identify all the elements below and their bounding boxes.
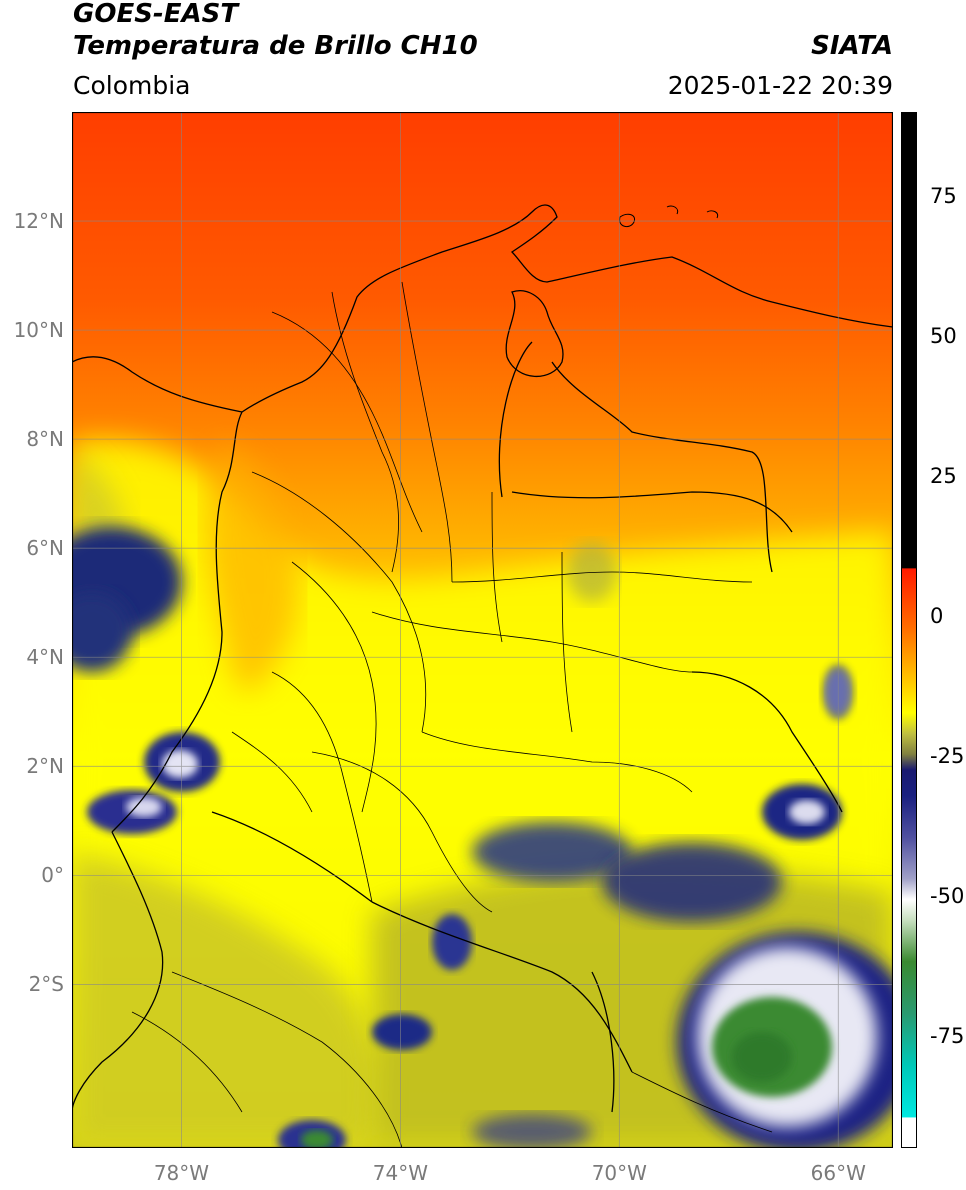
island-curacao [619,213,636,228]
cloud-tumaco-core [162,750,198,778]
lon-tick-label: 70°W [591,1161,647,1185]
cloud-pacific-west-2 [72,592,132,672]
dept-border-9 [491,491,503,643]
colombia-venezuela-border [498,341,773,573]
caribbean-coast [241,204,893,413]
cloud-amazon-band [602,842,782,922]
ecuador-internal [131,1011,243,1113]
dept-border-3 [401,281,453,583]
satellite-title: GOES-EAST [73,0,239,29]
lon-tick-label: 78°W [153,1161,210,1185]
lon-tick-label: 74°W [372,1161,428,1185]
cloud-brazil-green-core [732,1032,792,1082]
lat-tick-label: 10°N [13,318,64,343]
dept-border-5 [291,561,377,813]
colorbar-fill [901,112,917,1148]
brazil-venezuela-border [691,671,843,813]
colombia-brazil-border [511,491,793,533]
colombia-peru-border [371,901,633,1073]
central-america-coast [72,356,243,413]
region-label: Colombia [73,71,191,100]
colorbar-tick-label: 75 [930,184,957,208]
product-title: Temperatura de Brillo CH10 [73,31,478,61]
colorbar-tick-label: -25 [930,744,965,768]
lat-tick-label: 2°N [26,754,64,779]
colorbar-frame [901,112,917,1148]
lat-tick-label: 0° [41,863,64,888]
dept-border-11 [271,671,373,903]
lat-tick-label: 8°N [26,427,64,452]
cloud-south-spot-4 [301,1130,333,1148]
lon-tick-label: 66°W [810,1161,866,1185]
island-aruba [666,205,679,215]
dept-border-2 [331,291,399,573]
colorbar-tick-label: 50 [930,324,957,348]
lat-tick-label: 4°N [26,645,64,670]
cloud-ecuador-core [126,797,162,817]
dept-border-12 [311,751,493,913]
dept-border-6 [371,611,693,673]
peru-brazil-border [591,971,615,1113]
lat-tick-label: 12°N [13,209,64,234]
maracaibo-lake [505,290,564,378]
brazil-internal [631,1071,773,1133]
temperature-colorbar [901,112,917,1148]
source-label: SIATA [811,31,893,61]
dept-border-10 [561,551,573,733]
cloud-central-south [472,822,632,882]
olive-pacific [72,852,379,1148]
cloud-south-spot-2 [432,914,472,970]
orange-andes [206,442,299,691]
dept-border-8 [451,571,753,583]
colorbar-tick-label: 25 [930,464,957,488]
brightness-temperature-map [72,112,893,1148]
dept-border-4 [251,471,427,733]
cloud-south-spot-1 [372,1014,432,1050]
cloud-northeast-core [789,800,825,824]
ecuador-peru-coast [72,831,164,1113]
dept-border-1 [271,311,423,533]
dept-border-13 [231,731,313,813]
lat-tick-label: 6°N [26,536,64,561]
lat-tick-label: 2°S [28,972,64,997]
dept-border-7 [421,731,693,793]
gridlines [72,112,893,1148]
colorbar-tick-label: -50 [930,884,965,908]
island-bonaire [706,210,719,219]
cloud-orinoquia [567,542,617,602]
colombia-ecuador-border [211,811,373,903]
timestamp-label: 2025-01-22 20:39 [667,71,893,100]
colorbar-tick-label: 0 [930,604,944,628]
colorbar-tick-label: -75 [930,1024,965,1048]
cloud-south-spot-5 [472,1114,592,1148]
pacific-coast [111,411,243,833]
peru-internal [171,971,403,1148]
map-frame [72,112,893,1148]
